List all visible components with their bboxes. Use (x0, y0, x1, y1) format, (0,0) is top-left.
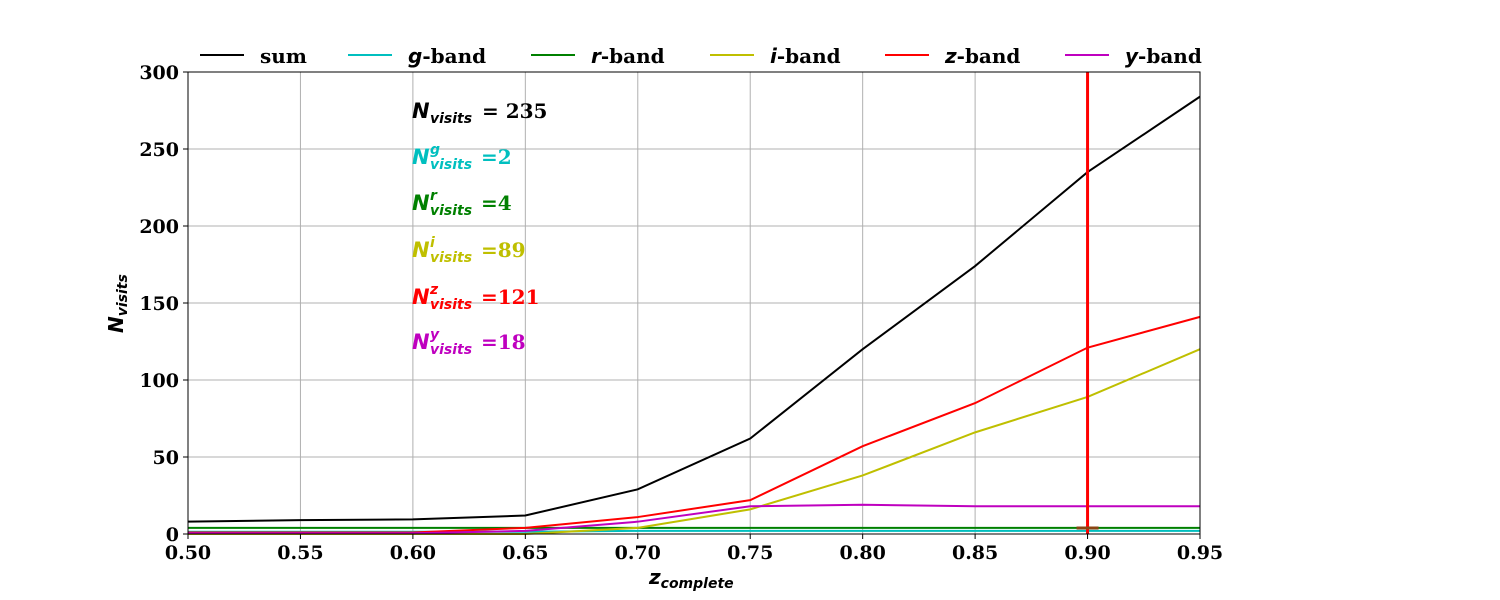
annotation-subscript: visits (430, 342, 472, 358)
annotation-value: =89 (481, 238, 526, 262)
annotation-superscript: i (430, 235, 435, 251)
annotation-value: =18 (481, 330, 526, 354)
series-line-z-band (188, 315, 1201, 534)
annotation-superscript: g (430, 142, 440, 158)
annotation-superscript: z (429, 282, 439, 298)
annotation-subscript: visits (430, 297, 472, 313)
annotation-symbol: N (412, 238, 430, 262)
x-tick-label: 0.85 (952, 542, 998, 564)
legend: sum g-band r-band i-band z-band y-band (200, 44, 1202, 68)
series-lines (187, 95, 1201, 535)
x-tick-label: 0.80 (840, 542, 886, 564)
x-tick-label: 0.90 (1064, 542, 1110, 564)
y-tick-label: 50 (153, 447, 179, 469)
annotation-value: =121 (481, 285, 540, 309)
series-line-y-band (188, 503, 1200, 535)
annotation-subscript: visits (430, 250, 472, 266)
annotation-superscript: r (430, 188, 438, 204)
x-tick-label: 0.75 (727, 542, 773, 564)
axis-labels: zcomplete Nvisits (104, 274, 734, 592)
legend-label-z-band: z-band (944, 44, 1020, 68)
annotation-symbol: N (412, 285, 430, 309)
legend-label-r-band: r-band (591, 44, 665, 68)
y-tick-label: 300 (139, 62, 179, 84)
threshold-marker (1076, 72, 1099, 534)
annotation-symbol: N (412, 330, 430, 354)
annotation-symbol: N (412, 99, 430, 123)
legend-label-i-band: i-band (770, 44, 841, 68)
y-tick-label: 200 (139, 216, 179, 238)
y-tick-label: 0 (166, 524, 179, 546)
annotation-value: =2 (481, 145, 512, 169)
x-tick-label: 0.70 (615, 542, 661, 564)
annotation-value: =4 (481, 191, 512, 215)
y-tick-label: 150 (139, 293, 179, 315)
x-axis-label: zcomplete (648, 565, 734, 592)
annotation-superscript: y (430, 327, 440, 343)
annotation-subscript: visits (430, 203, 472, 219)
axis-ticks: 0.50 0.55 0.60 0.65 0.70 0.75 0.80 0.85 0.90 0.95… (139, 62, 1223, 564)
y-axis-label: Nvisits (104, 274, 131, 333)
series-line-sum (187, 95, 1201, 523)
y-tick-label: 100 (139, 370, 179, 392)
x-tick-label: 0.65 (502, 542, 548, 564)
legend-label-y-band: y-band (1125, 44, 1202, 68)
annotation-subscript: visits (430, 111, 472, 127)
annotation-subscript: visits (430, 157, 472, 173)
annotation-value: = 235 (482, 99, 547, 123)
legend-label-g-band: g-band (408, 44, 486, 68)
x-tick-label: 0.55 (277, 542, 323, 564)
annotation-symbol: N (412, 145, 430, 169)
annotation-symbol: N (412, 191, 430, 215)
legend-label-sum: sum (260, 44, 307, 68)
y-tick-label: 250 (139, 139, 179, 161)
x-tick-label: 0.95 (1177, 542, 1223, 564)
x-tick-label: 0.60 (390, 542, 436, 564)
x-tick-label: 0.50 (165, 542, 211, 564)
